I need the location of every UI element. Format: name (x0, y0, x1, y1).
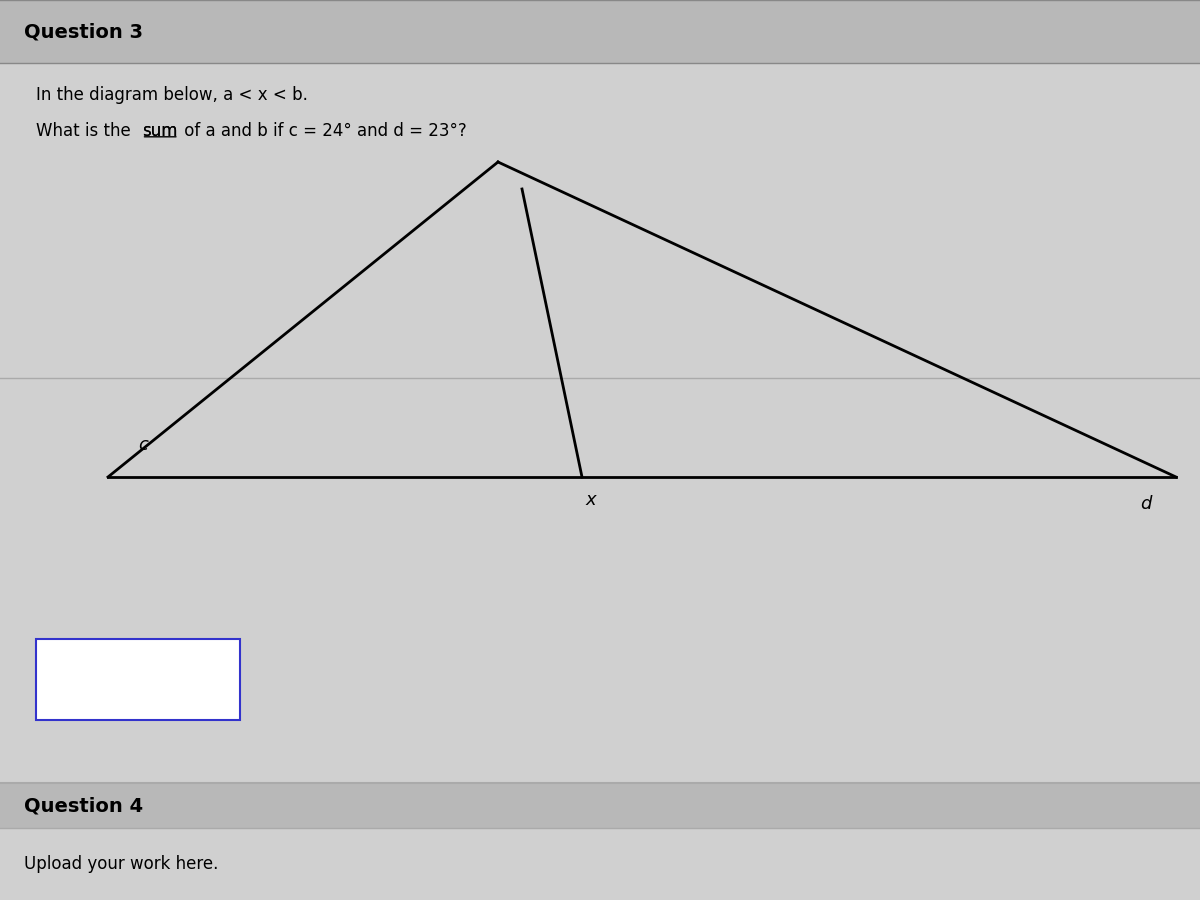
Text: of a and b if c = 24° and d = 23°?: of a and b if c = 24° and d = 23°? (179, 122, 467, 140)
FancyBboxPatch shape (0, 63, 1200, 783)
Text: In the diagram below, a < x < b.: In the diagram below, a < x < b. (36, 86, 308, 104)
Text: sum: sum (142, 122, 178, 140)
Text: What is the: What is the (36, 122, 136, 140)
Text: Question 4: Question 4 (24, 796, 143, 815)
Text: Upload your work here.: Upload your work here. (24, 855, 218, 873)
FancyBboxPatch shape (36, 639, 240, 720)
Text: Question 3: Question 3 (24, 22, 143, 41)
Text: x: x (586, 491, 595, 508)
Text: sum: sum (142, 122, 178, 140)
FancyBboxPatch shape (0, 783, 1200, 828)
FancyBboxPatch shape (0, 828, 1200, 900)
FancyBboxPatch shape (0, 0, 1200, 63)
Text: d: d (1141, 495, 1152, 513)
Text: c: c (138, 436, 148, 454)
